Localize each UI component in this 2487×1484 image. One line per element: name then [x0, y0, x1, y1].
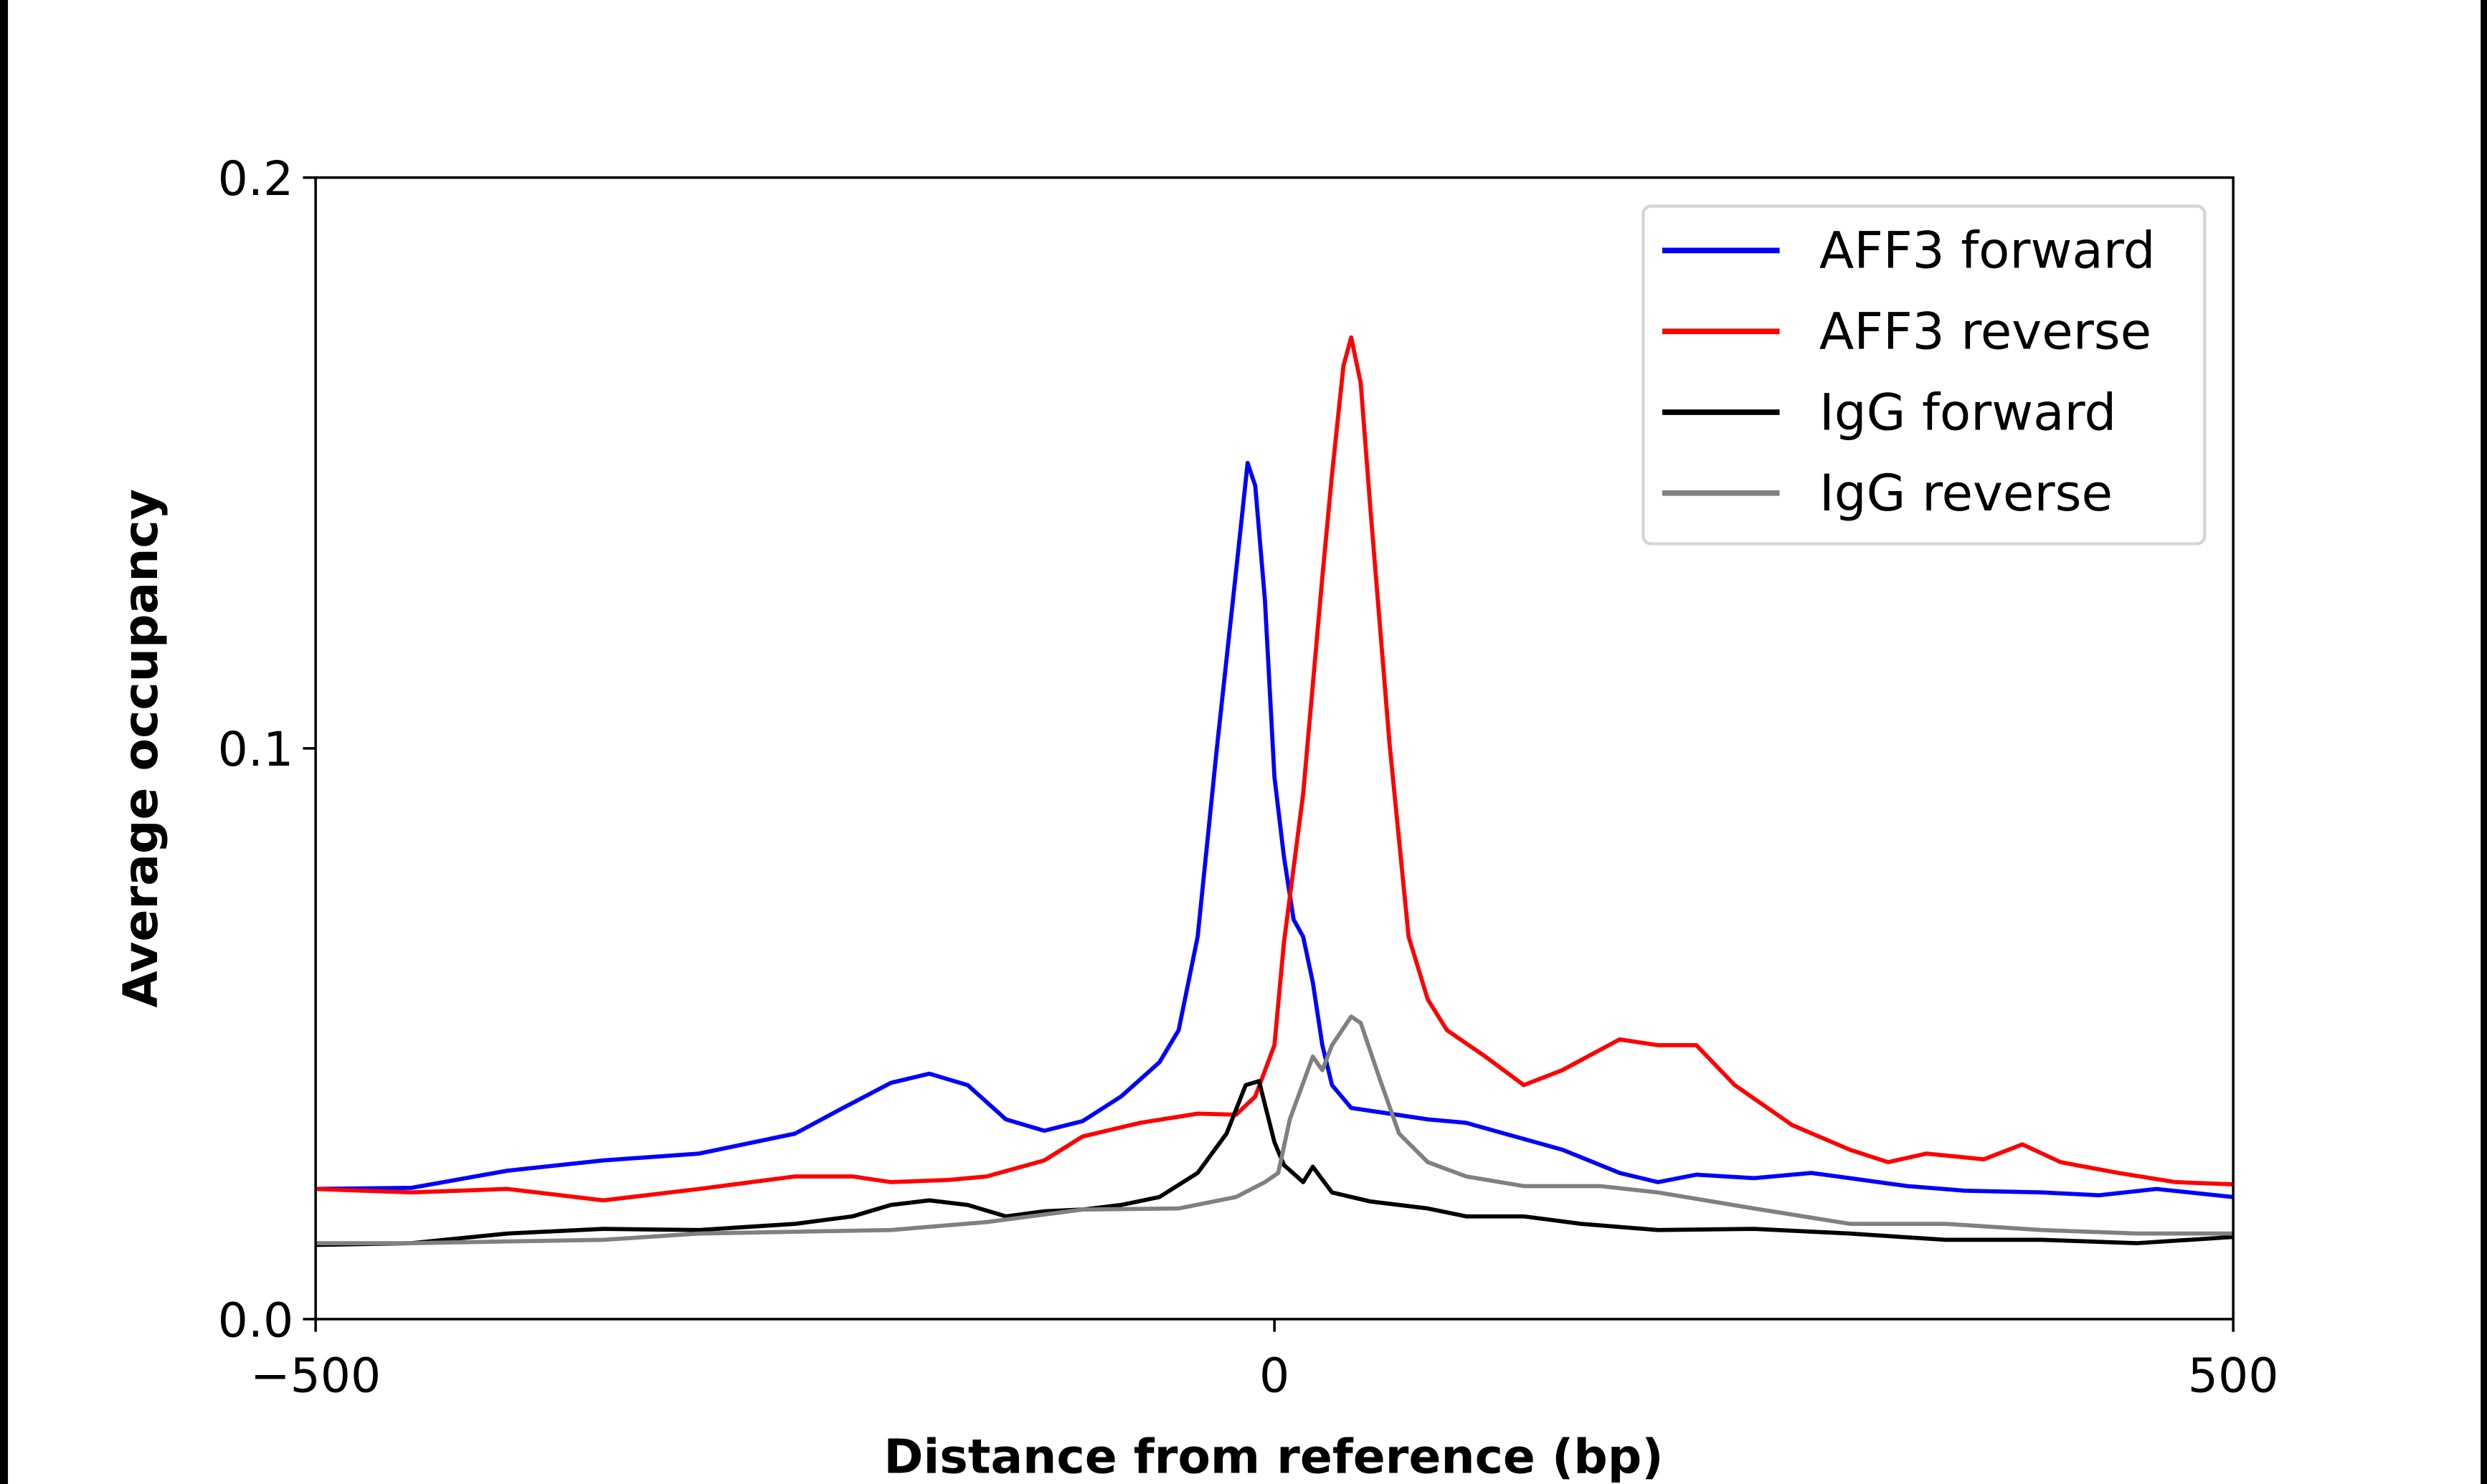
series-lines — [316, 335, 2234, 1247]
legend-label: AFF3 reverse — [1819, 302, 2151, 361]
series-line-aff3-reverse — [316, 335, 2234, 1203]
y-tick-label: 0.1 — [218, 721, 293, 777]
series-line-igg-reverse — [316, 1014, 2234, 1245]
right-border — [2481, 0, 2487, 1484]
legend-box — [1642, 204, 2207, 546]
x-tick-label: 0 — [1259, 1348, 1289, 1404]
y-axis-label: Average occupancy — [113, 489, 169, 1008]
axis-ticks: −500 0 500 0.0 0.1 0.2 — [218, 151, 2279, 1404]
y-tick-label: 0.0 — [218, 1292, 293, 1348]
x-axis-label: Distance from reference (bp) — [884, 1429, 1663, 1484]
legend-label: IgG forward — [1819, 382, 2116, 442]
x-tick-label: 500 — [2188, 1348, 2279, 1404]
series-line-aff3-forward — [316, 460, 2234, 1199]
legend: AFF3 forward AFF3 reverse IgG forward IgG r… — [1642, 204, 2207, 546]
series-line-igg-forward — [316, 1079, 2234, 1247]
legend-label: IgG reverse — [1819, 463, 2113, 523]
legend-label: AFF3 forward — [1819, 221, 2156, 280]
y-tick-label: 0.2 — [218, 151, 293, 206]
left-border — [0, 0, 9, 1484]
x-tick-label: −500 — [250, 1348, 381, 1404]
